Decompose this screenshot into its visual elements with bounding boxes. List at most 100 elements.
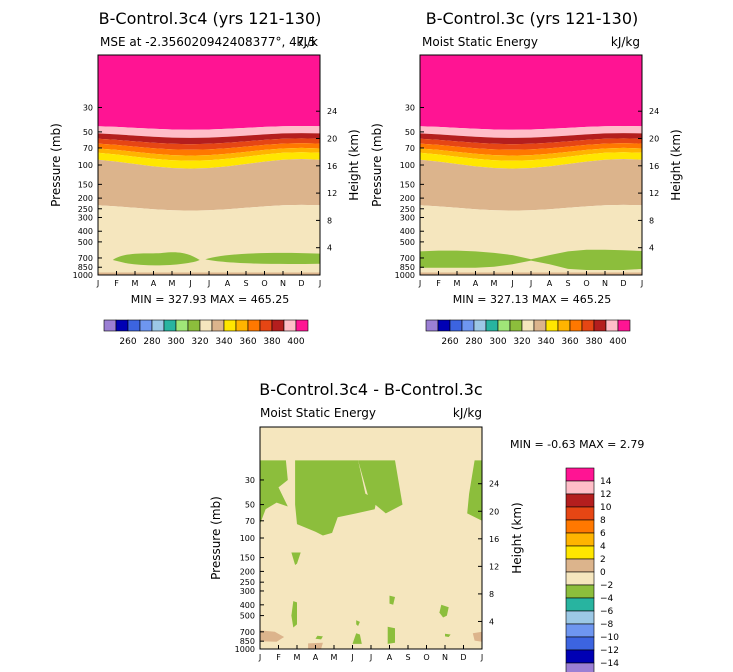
mse-band-350 <box>420 143 642 156</box>
pressure-tick-label: 100 <box>78 161 93 170</box>
colorbar-swatch <box>485 319 499 332</box>
height-tick-label: 8 <box>489 590 494 599</box>
colorbar-swatch <box>569 319 583 332</box>
pressure-tick-label: 400 <box>400 227 415 236</box>
panel-2-plot <box>420 55 642 275</box>
colorbar-swatch <box>127 319 141 332</box>
diff-neg-region-1 <box>260 460 288 525</box>
pressure-tick-label: 300 <box>240 587 255 596</box>
diff-pos-region-2 <box>472 631 482 642</box>
diff-neg-region-7 <box>291 601 297 628</box>
panel-3-title: B-Control.3c4 - B-Control.3c <box>259 380 482 399</box>
colorbar-label: 360 <box>239 337 256 347</box>
month-tick-label: M <box>294 653 301 662</box>
height-tick-label: 8 <box>327 216 332 225</box>
height-tick-label: 4 <box>489 617 494 626</box>
colorbar-diff-swatch <box>565 545 595 560</box>
height-tick-label: 20 <box>649 135 659 144</box>
colorbar-diff-swatch <box>565 610 595 625</box>
mse-band-380 <box>98 126 320 138</box>
pressure-tick-label: 70 <box>405 144 415 153</box>
height-tick-label: 4 <box>649 244 654 253</box>
month-tick-label: J <box>480 653 483 662</box>
colorbar-swatch <box>259 319 273 332</box>
mse-band-340 <box>420 147 642 161</box>
height-tick-label: 12 <box>327 189 337 198</box>
colorbar-diff-swatch <box>565 649 595 664</box>
colorbar-diff-swatch <box>565 519 595 534</box>
pressure-tick-label: 30 <box>405 103 415 112</box>
diff-neg-region-4 <box>467 460 482 521</box>
diff-neg-region-9 <box>356 620 360 626</box>
colorbar-swatch <box>545 319 559 332</box>
height-tick-label: 16 <box>649 162 659 171</box>
pressure-tick-label: 30 <box>83 103 93 112</box>
colorbar-diff-swatch <box>565 584 595 599</box>
pressure-tick-label: 200 <box>240 567 255 576</box>
colorbar-1: 260 280 300 320 340 360 380 400 <box>103 319 309 347</box>
pressure-tick-label: 700 <box>78 254 93 263</box>
month-tick-label: J <box>510 279 513 288</box>
height-tick-label: 12 <box>489 562 499 571</box>
colorbar-diff-label: −2 <box>600 581 613 591</box>
mse-band-400 <box>420 55 642 130</box>
panel-2-title: B-Control.3c (yrs 121-130) <box>426 9 639 28</box>
diff-neg-region-13 <box>445 633 451 637</box>
colorbar-label: 320 <box>191 337 208 347</box>
pressure-tick-label: 50 <box>245 501 255 510</box>
pressure-tick-label: 200 <box>400 194 415 203</box>
colorbar-diff-label: 8 <box>600 516 606 526</box>
colorbar-diff-label: 14 <box>600 477 612 487</box>
pressure-tick-label: 250 <box>400 205 415 214</box>
height-tick-label: 16 <box>327 162 337 171</box>
colorbar-label: 280 <box>465 337 482 347</box>
colorbar-swatch <box>617 319 631 332</box>
colorbar-diff-label: −14 <box>600 659 619 669</box>
pressure-tick-label: 150 <box>240 554 255 563</box>
month-tick-label: O <box>423 653 429 662</box>
panel-3-ylabel: Pressure (mb) <box>209 496 223 580</box>
panel-3-left-label: Moist Static Energy <box>260 406 376 420</box>
month-tick-label: J <box>529 279 532 288</box>
panel-2-ylabel: Pressure (mb) <box>370 123 384 207</box>
colorbar-diff-swatch <box>565 493 595 508</box>
panel-1-plot <box>98 55 320 275</box>
month-tick-label: O <box>261 279 267 288</box>
colorbar-swatch <box>211 319 225 332</box>
panel-1-left-label: MSE at -2.356020942408377°, 47.5 <box>100 35 316 49</box>
colorbar-swatch <box>175 319 189 332</box>
pressure-tick-label: 300 <box>400 213 415 222</box>
pressure-tick-label: 1000 <box>73 271 93 280</box>
diff-neg-region-12 <box>315 635 323 640</box>
diff-neg-region-11 <box>387 626 395 644</box>
month-tick-label: J <box>318 279 321 288</box>
pressure-tick-label: 250 <box>78 205 93 214</box>
pressure-tick-label: 850 <box>78 263 93 272</box>
colorbar-swatch <box>247 319 261 332</box>
colorbar-swatch <box>187 319 201 332</box>
colorbar-swatch <box>151 319 165 332</box>
colorbar-diff-swatch <box>565 571 595 586</box>
colorbar-swatch <box>283 319 297 332</box>
pressure-tick-label: 1000 <box>235 645 255 654</box>
colorbar-swatch <box>497 319 511 332</box>
pressure-tick-label: 150 <box>78 180 93 189</box>
pressure-tick-label: 50 <box>405 128 415 137</box>
colorbar-diff-swatch <box>565 532 595 547</box>
panel-1-title: B-Control.3c4 (yrs 121-130) <box>99 9 322 28</box>
colorbar-label: 260 <box>119 337 136 347</box>
month-tick-label: A <box>225 279 231 288</box>
colorbar-diff-label: −8 <box>600 620 614 630</box>
panel-1-right-label: kJ/k <box>297 35 319 49</box>
panel-1-ylabel-right: Height (km) <box>347 129 361 200</box>
pressure-tick-label: 1000 <box>395 271 415 280</box>
month-tick-label: A <box>313 653 319 662</box>
colorbar-diff-swatch <box>565 662 595 672</box>
colorbar-label: 340 <box>215 337 232 347</box>
colorbar-label: 380 <box>263 337 280 347</box>
height-tick-label: 8 <box>649 216 654 225</box>
colorbar-diff-label: 0 <box>600 568 606 578</box>
month-tick-label: J <box>418 279 421 288</box>
